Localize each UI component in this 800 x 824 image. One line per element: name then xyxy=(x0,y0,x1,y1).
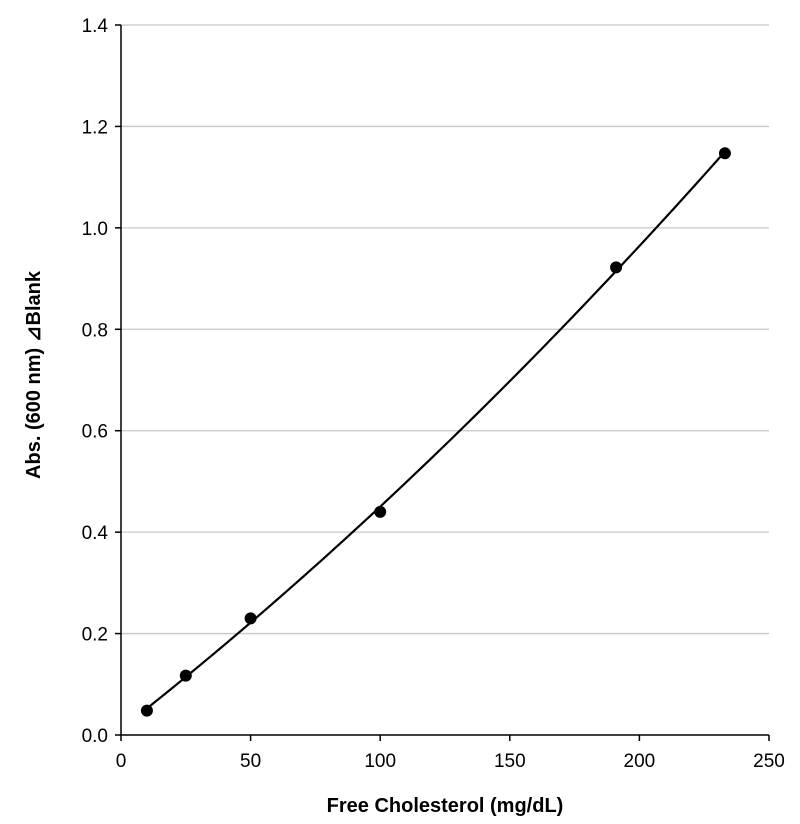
y-tick-label: 1.0 xyxy=(82,219,108,240)
x-tick-label: 200 xyxy=(624,751,656,772)
data-point xyxy=(244,612,257,625)
axes xyxy=(115,24,770,741)
x-tick-label: 0 xyxy=(116,751,127,772)
y-axis-title: Abs. (600 nm) ⊿Blank xyxy=(23,270,45,479)
x-tick-label: 250 xyxy=(753,751,785,772)
data-point xyxy=(374,505,387,518)
y-tick-label: 1.4 xyxy=(82,16,109,37)
data-point xyxy=(610,261,623,274)
tick-labels: 0.0 0.2 0.4 0.6 0.8 1.0 1.2 1.4 0 50 100 150 200 250 xyxy=(82,16,785,772)
y-tick-label: 0.0 xyxy=(82,726,108,747)
y-tick-label: 0.8 xyxy=(82,320,108,341)
y-tick-label: 0.2 xyxy=(82,625,108,646)
x-tick-label: 150 xyxy=(494,751,526,772)
y-tick-label: 1.2 xyxy=(82,117,108,138)
data-point xyxy=(140,704,153,717)
x-tick-label: 100 xyxy=(364,751,396,772)
x-tick-label: 50 xyxy=(240,751,261,772)
gridlines xyxy=(121,24,769,635)
y-tick-label: 0.4 xyxy=(82,523,109,544)
y-tick-label: 0.6 xyxy=(82,422,108,443)
data-points xyxy=(140,147,731,717)
trendline xyxy=(146,150,726,710)
data-point xyxy=(179,669,192,682)
data-point xyxy=(718,147,731,160)
x-axis-title: Free Cholesterol (mg/dL) xyxy=(327,795,564,817)
